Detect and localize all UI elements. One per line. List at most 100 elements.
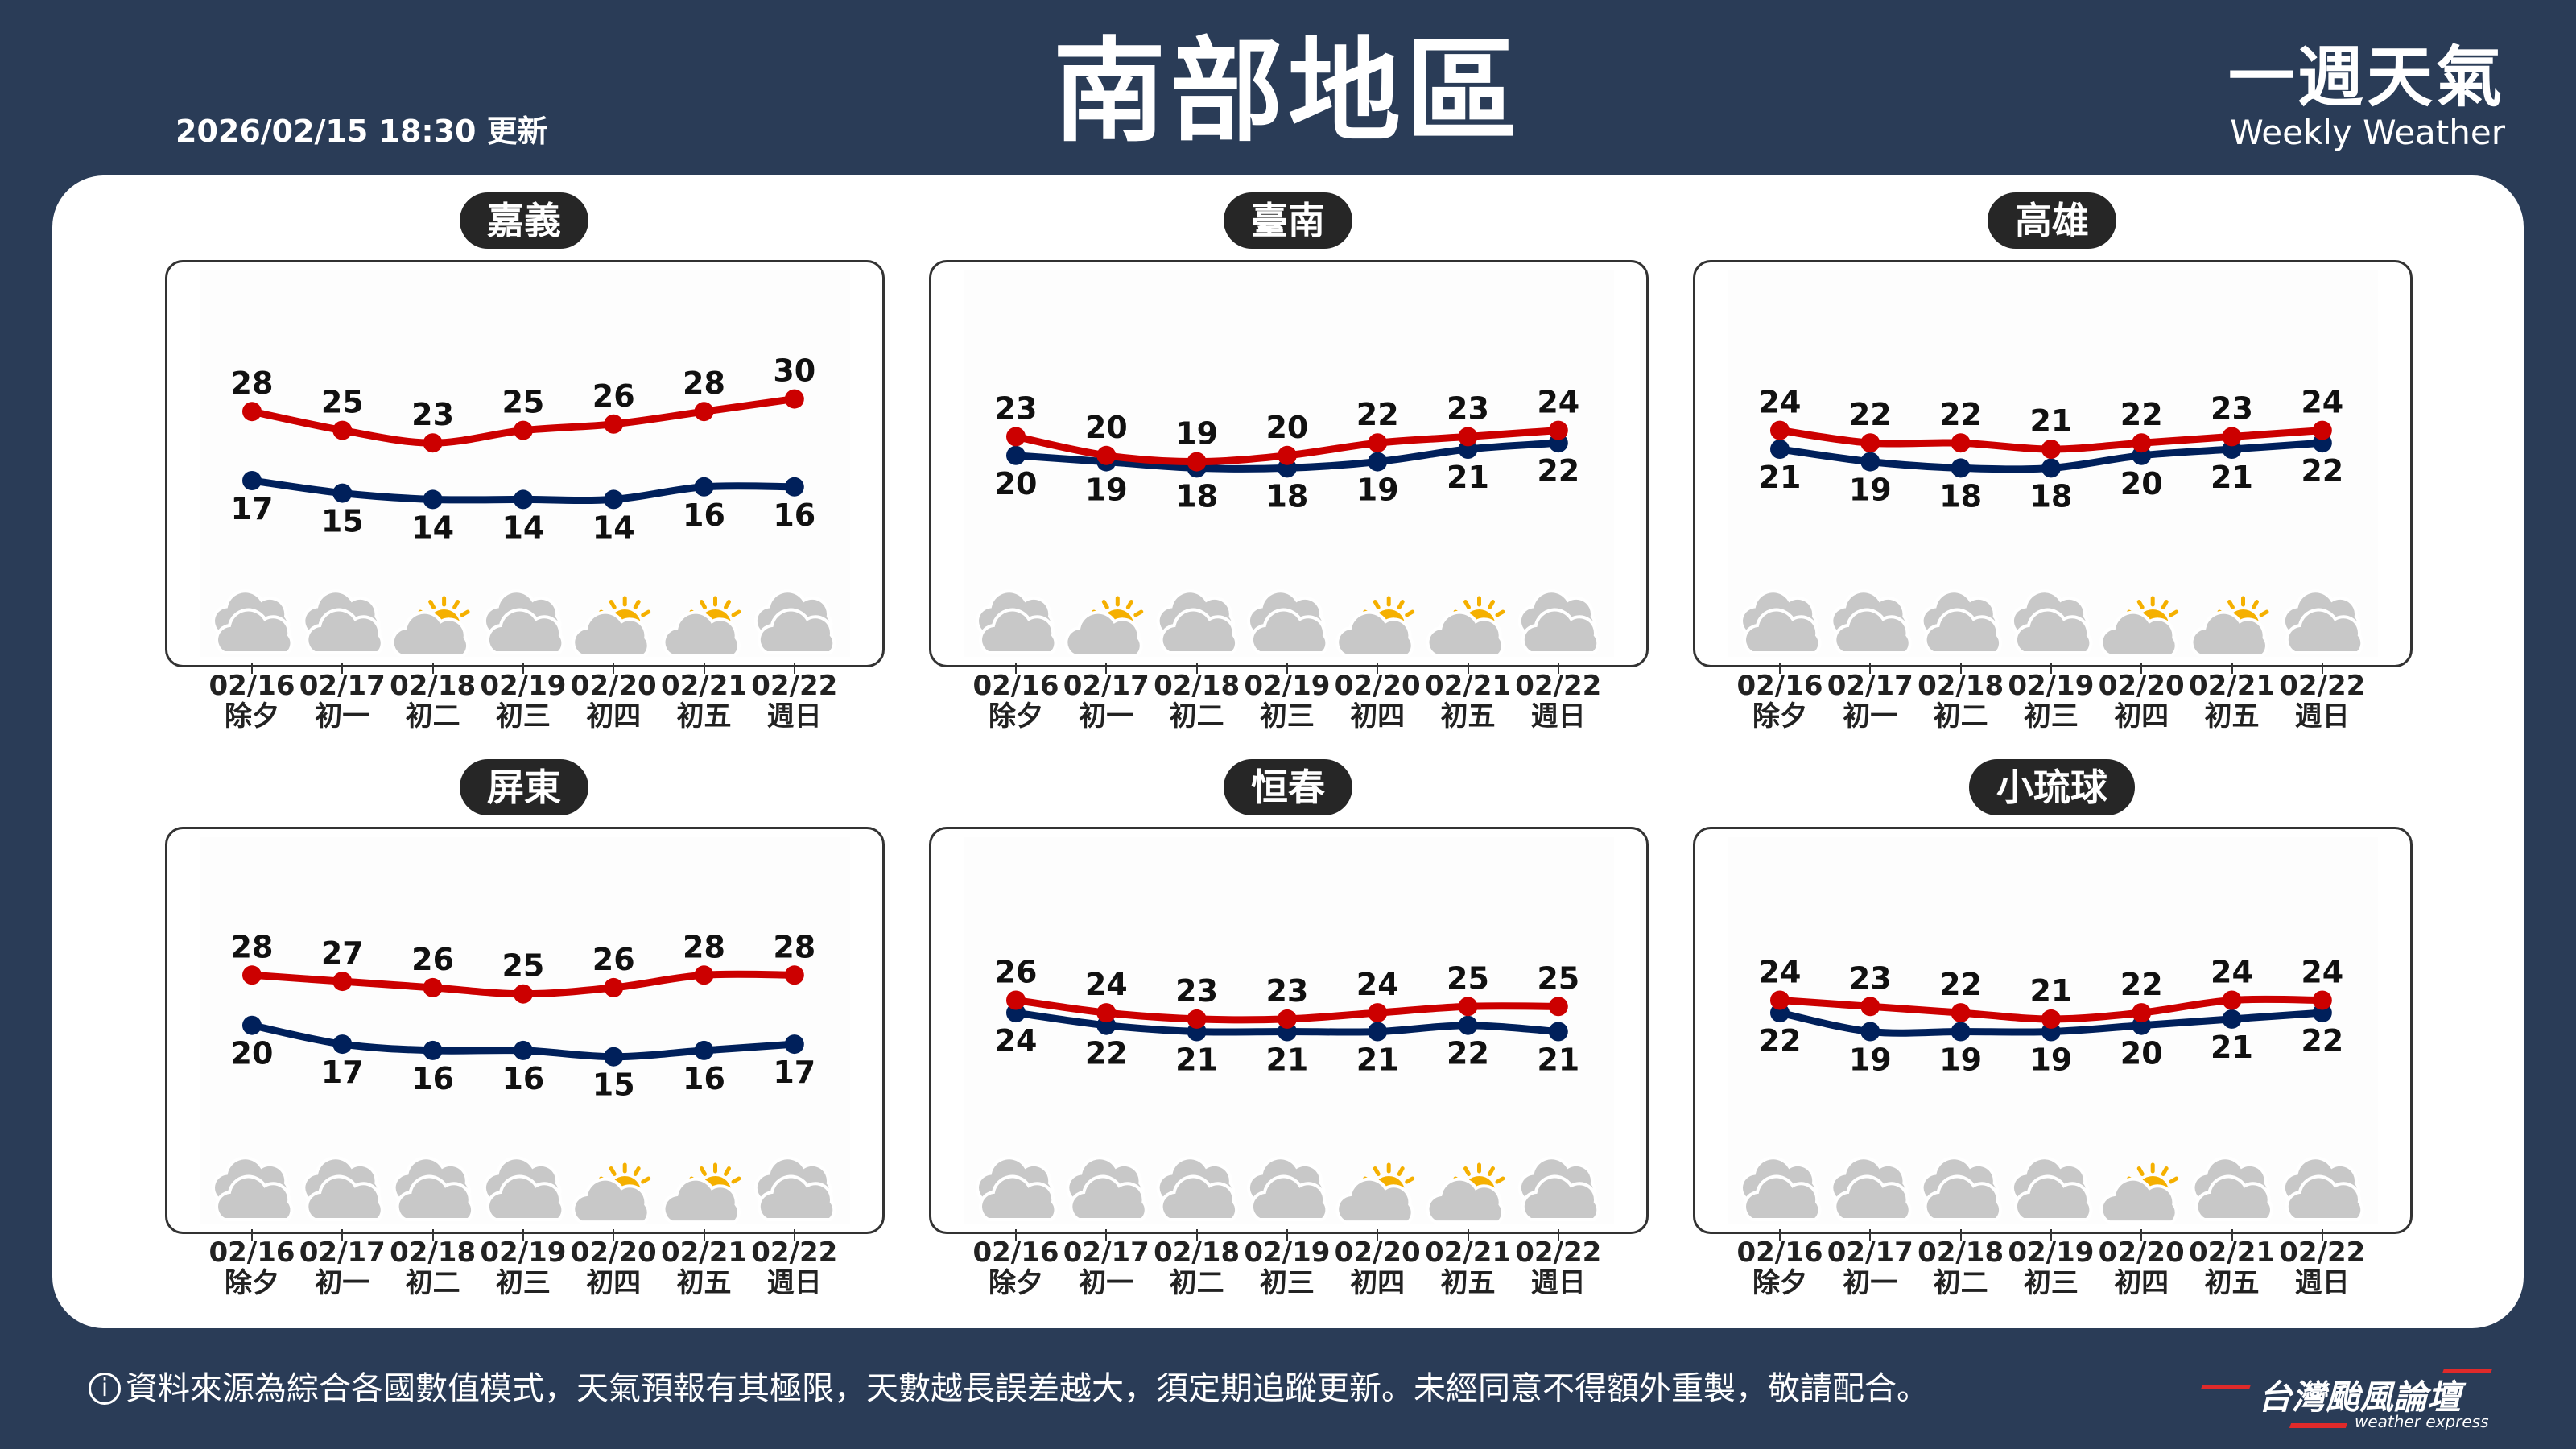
high-temp-label: 26	[411, 942, 454, 977]
high-temp-point	[513, 984, 533, 1004]
low-temp-point	[604, 489, 624, 510]
high-temp-label: 24	[2301, 385, 2343, 420]
axis-tick	[1779, 663, 1781, 674]
high-temp-label: 28	[683, 929, 725, 964]
day-label: 02/18 初二	[1141, 1237, 1253, 1298]
date-label: 02/17	[1063, 670, 1150, 702]
high-temp-point	[694, 402, 714, 422]
partly-sunny-icon	[2099, 596, 2179, 658]
low-temp-label: 17	[773, 1055, 815, 1090]
axis-tick	[251, 663, 253, 674]
low-temp-point	[1368, 452, 1388, 472]
high-temp-point	[1187, 452, 1207, 472]
lunar-label: 初一	[1079, 1267, 1134, 1299]
location-name: 小琉球	[1969, 759, 2135, 815]
low-temp-point	[1951, 1022, 1971, 1042]
high-temp-point	[604, 977, 624, 997]
temperature-chart: 22 19 19 19 20 21 22 24 23 22 21 22 24 24	[1740, 955, 2364, 1224]
low-temp-label: 20	[231, 1036, 274, 1071]
high-temp-point	[1458, 997, 1478, 1017]
low-temp-label: 21	[1175, 1042, 1218, 1078]
high-temp-label: 21	[2029, 973, 2072, 1009]
date-label: 02/18	[1154, 1236, 1241, 1269]
low-temp-point	[2041, 458, 2061, 478]
day-label: 02/19 初三	[467, 1237, 580, 1298]
low-temp-point	[784, 1034, 804, 1055]
low-temp-point	[423, 1040, 443, 1060]
date-label: 02/22	[1515, 670, 1602, 702]
date-label: 02/22	[1515, 1236, 1602, 1269]
cloudy-icon	[1156, 1156, 1239, 1221]
day-label: 02/18 初二	[377, 671, 489, 732]
brand-en: Weekly Weather	[2230, 113, 2505, 152]
high-temp-point	[1096, 1003, 1117, 1023]
day-label: 02/22 週日	[2266, 671, 2379, 732]
cloudy-icon	[1517, 589, 1600, 654]
date-label: 02/20	[1334, 1236, 1421, 1269]
lunar-label: 初四	[1350, 1267, 1406, 1299]
date-label: 02/18	[390, 1236, 477, 1269]
partly-sunny-icon	[2190, 596, 2269, 658]
date-label: 02/20	[1334, 670, 1421, 702]
high-temp-point	[1951, 1003, 1971, 1023]
axis-tick	[2321, 663, 2323, 674]
low-temp-point	[423, 489, 443, 510]
partly-sunny-icon	[572, 1162, 651, 1224]
high-temp-label: 24	[2211, 955, 2253, 990]
day-label: 02/17 初一	[1814, 671, 1926, 732]
low-temp-label: 20	[995, 466, 1038, 502]
high-temp-point	[1548, 420, 1568, 440]
day-label: 02/16 除夕	[196, 671, 308, 732]
forecast-panel: 小琉球 22 19 19 19 20 21 22 24 23 22 21 22 24 24 02/16 除夕 02…	[1693, 759, 2413, 1298]
low-temp-point	[1006, 445, 1026, 465]
day-label: 02/19 初三	[1995, 671, 2107, 732]
day-label: 02/16 除夕	[1724, 1237, 1836, 1298]
high-temp-label: 24	[1759, 955, 1802, 990]
high-temp-label: 28	[773, 929, 815, 964]
cloudy-icon	[2010, 589, 2093, 654]
temperature-chart: 24 22 21 21 21 22 21 26 24 23 23 24 25 25	[976, 955, 1600, 1224]
axis-tick	[341, 663, 344, 674]
low-temp-point	[1770, 440, 1790, 459]
low-temp-label: 21	[2211, 1030, 2253, 1065]
date-label: 02/19	[2008, 670, 2095, 702]
low-temp-label: 22	[2301, 453, 2343, 489]
day-label: 02/19 初三	[1231, 671, 1344, 732]
high-temp-point	[1277, 445, 1297, 465]
high-temp-point	[2041, 1009, 2061, 1029]
day-label: 02/17 初一	[1814, 1237, 1926, 1298]
high-temp-label: 26	[592, 378, 635, 414]
cloudy-icon	[1156, 589, 1239, 654]
cloudy-icon	[1830, 589, 1912, 654]
update-timestamp: 2026/02/15 18:30 更新	[175, 114, 548, 149]
high-temp-point	[423, 977, 443, 997]
low-temp-point	[332, 483, 353, 503]
high-temp-label: 20	[1265, 410, 1308, 445]
high-temp-label: 27	[321, 935, 364, 971]
low-temp-label: 18	[1175, 478, 1218, 514]
location-name: 高雄	[1988, 192, 2116, 249]
low-temp-point	[332, 1034, 353, 1055]
day-label: 02/22 週日	[738, 1237, 851, 1298]
axis-tick	[2231, 1229, 2233, 1241]
date-label: 02/20	[570, 1236, 657, 1269]
cloudy-icon	[2191, 1156, 2273, 1221]
low-temp-label: 18	[2029, 478, 2072, 514]
cloudy-icon	[1830, 1156, 1912, 1221]
axis-tick	[1377, 1229, 1379, 1241]
cloudy-icon	[753, 589, 836, 654]
axis-tick	[1105, 663, 1108, 674]
high-temp-label: 23	[1265, 973, 1308, 1009]
low-temp-label: 17	[321, 1055, 364, 1090]
axis-tick	[522, 1229, 524, 1241]
axis-tick	[1959, 663, 1962, 674]
high-temp-label: 25	[321, 385, 364, 420]
date-label: 02/19	[480, 670, 567, 702]
axis-tick	[1959, 1229, 1962, 1241]
axis-tick	[703, 1229, 705, 1241]
axis-tick	[703, 663, 705, 674]
low-temp-point	[1368, 1022, 1388, 1042]
low-temp-point	[2222, 1009, 2242, 1029]
cloudy-icon	[1740, 1156, 1822, 1221]
logo-en: weather express	[2355, 1412, 2489, 1431]
